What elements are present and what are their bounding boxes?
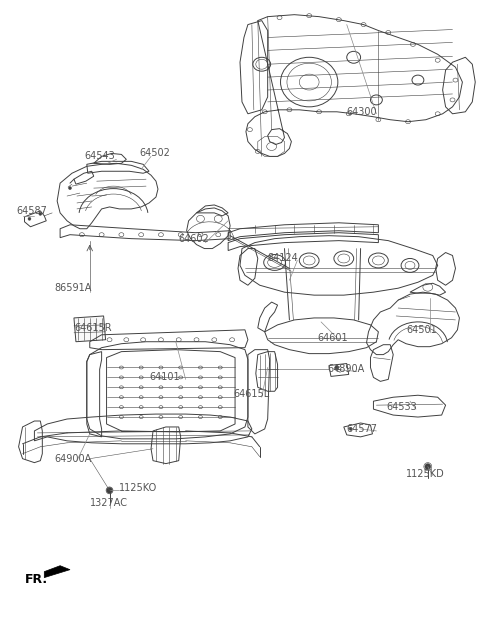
Text: FR.: FR.	[24, 573, 48, 586]
Ellipse shape	[349, 427, 352, 430]
Text: 64900A: 64900A	[54, 453, 91, 463]
Polygon shape	[44, 565, 70, 578]
Text: 64300: 64300	[347, 107, 377, 117]
Polygon shape	[74, 316, 106, 341]
Text: 1125KO: 1125KO	[120, 483, 157, 493]
Text: 64502: 64502	[139, 149, 170, 159]
Ellipse shape	[39, 212, 42, 215]
Text: 64501: 64501	[406, 325, 437, 335]
Text: 64587: 64587	[17, 206, 48, 216]
Text: 64543: 64543	[85, 151, 116, 161]
Text: 84124: 84124	[268, 254, 299, 264]
Text: 1327AC: 1327AC	[90, 498, 128, 508]
Text: 64602: 64602	[179, 234, 209, 244]
Text: 64615R: 64615R	[74, 323, 111, 333]
Text: 64577: 64577	[347, 424, 378, 434]
Ellipse shape	[69, 187, 72, 190]
Text: 86591A: 86591A	[54, 283, 92, 293]
Ellipse shape	[335, 366, 339, 369]
Text: 64615L: 64615L	[233, 389, 269, 399]
Text: 1125KD: 1125KD	[406, 468, 445, 478]
Text: 64101: 64101	[149, 373, 180, 383]
Ellipse shape	[425, 463, 431, 470]
Text: 64890A: 64890A	[327, 364, 364, 374]
Text: 64533: 64533	[386, 402, 417, 412]
Text: 64601: 64601	[317, 333, 348, 343]
Ellipse shape	[28, 217, 31, 220]
Ellipse shape	[107, 488, 112, 493]
